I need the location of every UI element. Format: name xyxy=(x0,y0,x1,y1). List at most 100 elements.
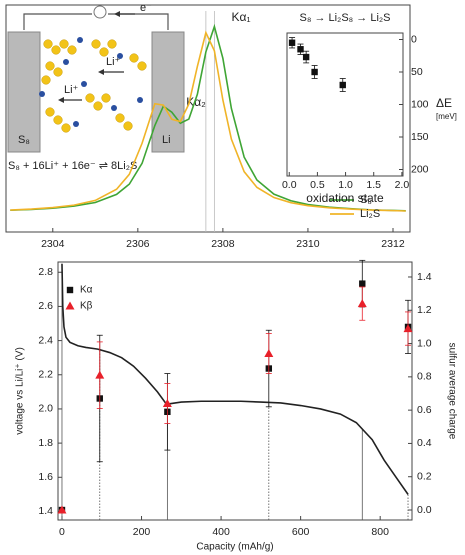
atom xyxy=(45,61,55,71)
wire xyxy=(108,13,169,30)
atom xyxy=(81,81,87,87)
legend-swatch xyxy=(66,286,74,294)
atom xyxy=(117,53,123,59)
lithium-atoms xyxy=(39,37,143,127)
atom xyxy=(123,121,133,131)
data-point xyxy=(357,299,367,308)
atom xyxy=(59,39,69,49)
data-point xyxy=(297,46,304,53)
atom xyxy=(45,107,55,117)
wire xyxy=(23,13,92,30)
y2-tick-label: 0.0 xyxy=(417,504,432,516)
legend-swatch xyxy=(65,301,75,310)
plot-frame xyxy=(57,261,413,521)
data-point xyxy=(57,505,67,514)
atom xyxy=(93,101,103,111)
x-tick-label: 0.5 xyxy=(310,179,325,191)
x-axis-label: oxidation state xyxy=(306,191,384,205)
x-tick-label: 2304 xyxy=(41,238,65,250)
atom xyxy=(99,47,109,57)
y-tick-label: 2.2 xyxy=(38,369,53,381)
data-point xyxy=(288,39,296,46)
arrow-head xyxy=(98,69,104,75)
ion-label: Li⁺ xyxy=(106,56,121,68)
atom xyxy=(61,123,71,133)
legend-label: Li₂S xyxy=(360,208,380,220)
x-tick-label: 400 xyxy=(212,526,230,538)
y-tick-label: 200 xyxy=(411,163,429,175)
atom xyxy=(115,113,125,123)
battery-diagram: e⁻ S₈ Li xyxy=(7,2,185,172)
data-point xyxy=(359,280,366,287)
x-tick-label: 2308 xyxy=(211,238,235,250)
legend-label: Kβ xyxy=(80,301,93,312)
peak-annotation: Kα₂ xyxy=(186,95,206,109)
y2-tick-label: 0.6 xyxy=(417,404,432,416)
atom xyxy=(85,93,95,103)
reaction-equation: S₈ + 16Li⁺ + 16e⁻ ⇌ 8Li₂S xyxy=(8,160,137,172)
y-tick-label: 1.8 xyxy=(38,437,53,449)
atom xyxy=(63,59,69,65)
atom xyxy=(53,67,63,77)
atom xyxy=(53,115,63,125)
atom xyxy=(91,39,101,49)
electron-label: e⁻ xyxy=(140,2,152,14)
series-line xyxy=(10,23,406,212)
y-tick-label: 0 xyxy=(411,33,417,45)
atom xyxy=(39,91,45,97)
y-tick-label: 1.4 xyxy=(38,505,53,517)
data-point xyxy=(339,81,346,89)
y-tick-label: 2.8 xyxy=(38,266,53,278)
anode xyxy=(151,31,185,153)
data-point xyxy=(264,349,274,358)
x-axis-label: Capacity (mAh/g) xyxy=(196,542,273,553)
anode-label: Li xyxy=(162,134,171,146)
data-point xyxy=(311,68,318,76)
atom xyxy=(43,39,53,49)
atom xyxy=(67,45,77,55)
sulfur-atoms xyxy=(41,39,147,133)
cathode-label: S₈ xyxy=(18,134,30,146)
data-point xyxy=(162,398,172,407)
x-tick-label: 1.0 xyxy=(338,179,353,191)
atom xyxy=(41,75,51,85)
y-tick-label: 100 xyxy=(411,98,429,110)
atom xyxy=(77,37,83,43)
y2-tick-label: 0.8 xyxy=(417,371,432,383)
y-tick-label: 2.6 xyxy=(38,300,53,312)
series-line xyxy=(10,30,406,212)
x-tick-label: 2306 xyxy=(126,238,150,250)
atom xyxy=(129,53,139,63)
y-tick-label: 1.6 xyxy=(38,471,53,483)
y-tick-label: 2.4 xyxy=(38,334,53,346)
peak-annotation: Kα₁ xyxy=(232,10,251,24)
atom xyxy=(137,61,147,71)
bulb xyxy=(93,5,107,19)
legend-label: Kα xyxy=(80,285,93,296)
y-axis-label: voltage vs Li/Li⁺ (V) xyxy=(15,347,26,435)
inset-title: S₈ → Li₂S₈ → Li₂S xyxy=(299,12,390,24)
y-tick-label: 2.0 xyxy=(38,403,53,415)
x-tick-label: 1.5 xyxy=(366,179,381,191)
y2-tick-label: 0.4 xyxy=(417,437,432,449)
arrow-head xyxy=(58,97,64,103)
x-tick-label: 600 xyxy=(292,526,310,538)
y2-tick-label: 1.0 xyxy=(417,337,432,349)
y2-tick-label: 0.2 xyxy=(417,471,432,483)
y-axis-label: ΔE xyxy=(436,96,452,110)
y-tick-label: 50 xyxy=(411,66,423,78)
y2-tick-label: 1.4 xyxy=(417,271,432,283)
x-tick-label: 2312 xyxy=(381,238,405,250)
legend-label: S₈ xyxy=(360,194,372,206)
atom xyxy=(111,105,117,111)
atom xyxy=(137,97,143,103)
data-point xyxy=(403,324,413,333)
arrow-head xyxy=(114,11,120,17)
y-tick-label: 150 xyxy=(411,131,429,143)
x-tick-label: 0 xyxy=(59,526,65,538)
data-point xyxy=(302,53,310,61)
atom xyxy=(73,121,79,127)
x-tick-label: 800 xyxy=(371,526,389,538)
